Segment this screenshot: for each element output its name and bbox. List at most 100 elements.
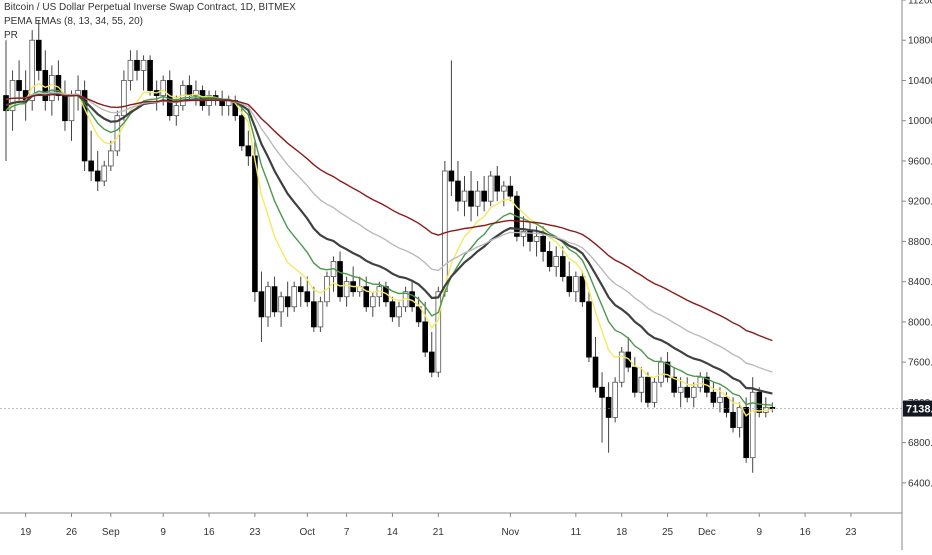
candle-body[interactable] — [487, 175, 494, 202]
candle-body[interactable] — [546, 251, 553, 267]
candle-body[interactable] — [553, 256, 559, 267]
candle-body[interactable] — [736, 406, 743, 428]
candle-body[interactable] — [3, 95, 9, 112]
candle-body[interactable] — [343, 281, 350, 298]
candle-body[interactable] — [481, 190, 487, 202]
candle-body[interactable] — [638, 376, 645, 393]
candle-body[interactable] — [690, 386, 697, 398]
candle-body[interactable] — [245, 145, 252, 157]
candle-body[interactable] — [363, 286, 370, 308]
candle-body[interactable] — [442, 170, 448, 293]
candle-body[interactable] — [121, 80, 127, 117]
candle-body[interactable] — [317, 301, 324, 328]
y-tick-label: 10400.0 — [908, 76, 932, 87]
candle-body[interactable] — [9, 80, 16, 112]
candle-body[interactable] — [448, 170, 455, 182]
candle-body[interactable] — [101, 165, 108, 182]
candle-body[interactable] — [35, 39, 42, 71]
candle-body[interactable] — [749, 391, 756, 459]
candle-body[interactable] — [238, 115, 245, 147]
candle-body[interactable] — [684, 386, 690, 398]
chart-title: Bitcoin / US Dollar Perpetual Inverse Sw… — [4, 2, 296, 13]
candle-body[interactable] — [271, 286, 278, 313]
candle-body[interactable] — [62, 95, 68, 122]
candle-body[interactable] — [173, 105, 180, 117]
candle-body[interactable] — [49, 75, 55, 101]
candle-body[interactable] — [108, 150, 114, 167]
candle-body[interactable] — [664, 361, 671, 378]
candle-body[interactable] — [743, 406, 749, 459]
candle-body[interactable] — [369, 296, 376, 308]
candle-body[interactable] — [520, 230, 527, 237]
candle-body[interactable] — [219, 100, 225, 107]
ema-line-55 — [5, 93, 773, 342]
candle-body[interactable] — [140, 59, 147, 71]
candle-body[interactable] — [68, 95, 75, 122]
candle-body[interactable] — [252, 155, 258, 293]
candle-body[interactable] — [29, 39, 35, 101]
candle-body[interactable] — [160, 80, 167, 96]
y-tick-label: 11200.0 — [908, 0, 932, 7]
candle-body[interactable] — [599, 386, 605, 398]
candle-body[interactable] — [566, 276, 573, 293]
candle-body[interactable] — [278, 296, 284, 313]
candle-body[interactable] — [311, 301, 317, 328]
candle-body[interactable] — [88, 160, 94, 172]
candle-body[interactable] — [81, 90, 88, 162]
candle-body[interactable] — [474, 190, 481, 207]
candle-body[interactable] — [389, 301, 396, 318]
candle-body[interactable] — [586, 301, 592, 358]
candle-body[interactable] — [147, 59, 153, 91]
candle-body[interactable] — [677, 386, 684, 393]
candle-body[interactable] — [435, 291, 442, 373]
candle-body[interactable] — [284, 296, 291, 308]
candle-body[interactable] — [291, 286, 297, 308]
x-tick-label: 21 — [433, 527, 445, 538]
candle-body[interactable] — [697, 376, 704, 388]
candle-body[interactable] — [658, 361, 664, 383]
candle-body[interactable] — [258, 291, 265, 318]
candle-body[interactable] — [134, 59, 140, 71]
candle-body[interactable] — [507, 185, 514, 197]
candle-body[interactable] — [756, 391, 763, 413]
candle-body[interactable] — [428, 351, 435, 373]
candle-body[interactable] — [717, 396, 723, 403]
candle-body[interactable] — [494, 175, 501, 192]
candle-body[interactable] — [297, 286, 304, 293]
candle-body[interactable] — [94, 170, 101, 182]
candle-body[interactable] — [16, 80, 22, 91]
candle-body[interactable] — [540, 235, 546, 252]
candle-body[interactable] — [265, 286, 271, 318]
candle-body[interactable] — [415, 306, 422, 323]
candle-body[interactable] — [723, 396, 730, 413]
candle-body[interactable] — [612, 381, 618, 418]
candle-body[interactable] — [422, 321, 428, 353]
candle-body[interactable] — [455, 180, 461, 202]
candle-body[interactable] — [527, 230, 533, 242]
candle-body[interactable] — [396, 306, 402, 318]
candle-body[interactable] — [632, 366, 638, 393]
candle-body[interactable] — [559, 256, 566, 278]
x-tick-label: 16 — [800, 527, 812, 538]
candle-body[interactable] — [579, 276, 586, 303]
candle-body[interactable] — [645, 376, 651, 403]
candle-body[interactable] — [304, 291, 311, 303]
candle-body[interactable] — [710, 391, 717, 403]
candle-body[interactable] — [651, 381, 658, 403]
candle-body[interactable] — [500, 185, 507, 192]
y-tick-label: 10800.0 — [908, 36, 932, 47]
candle-body[interactable] — [618, 351, 625, 383]
candle-body[interactable] — [573, 276, 579, 293]
candle-body[interactable] — [193, 90, 199, 96]
candle-body[interactable] — [592, 356, 599, 388]
candle-body[interactable] — [127, 59, 134, 81]
candle-body[interactable] — [671, 376, 677, 393]
candle-body[interactable] — [730, 412, 736, 428]
candle-body[interactable] — [533, 235, 540, 242]
candle-body[interactable] — [461, 190, 468, 202]
candle-body[interactable] — [337, 261, 343, 298]
candle-body[interactable] — [605, 396, 612, 418]
candle-body[interactable] — [468, 190, 474, 207]
candle-body[interactable] — [186, 85, 193, 96]
